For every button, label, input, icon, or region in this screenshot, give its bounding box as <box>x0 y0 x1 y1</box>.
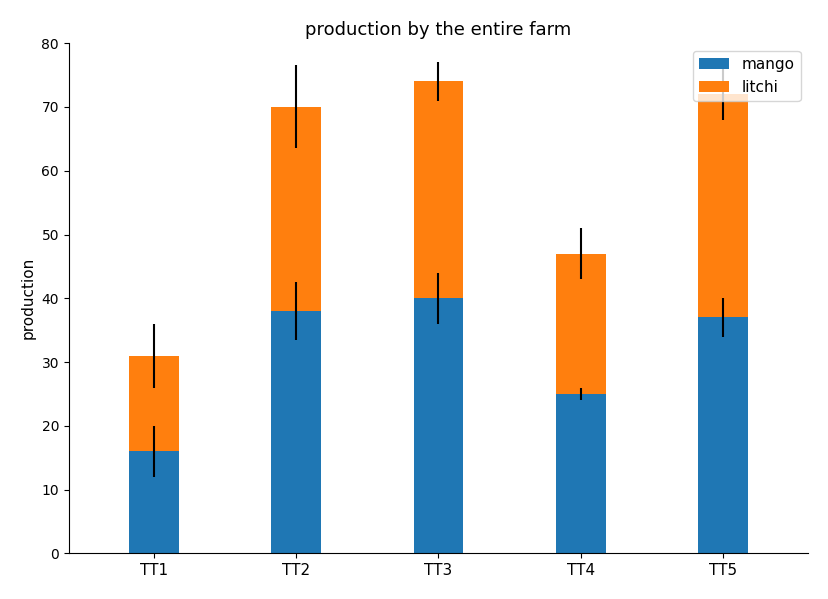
Bar <box>129 356 179 452</box>
Bar <box>129 452 179 553</box>
Bar <box>697 94 747 317</box>
Title: production by the entire farm: production by the entire farm <box>305 21 570 39</box>
Bar <box>271 107 320 311</box>
Bar <box>555 394 604 553</box>
Bar <box>555 253 604 394</box>
Y-axis label: production: production <box>21 257 36 340</box>
Legend: mango, litchi: mango, litchi <box>691 51 800 101</box>
Bar <box>413 81 463 298</box>
Bar <box>271 311 320 553</box>
Bar <box>697 317 747 553</box>
Bar <box>413 298 463 553</box>
